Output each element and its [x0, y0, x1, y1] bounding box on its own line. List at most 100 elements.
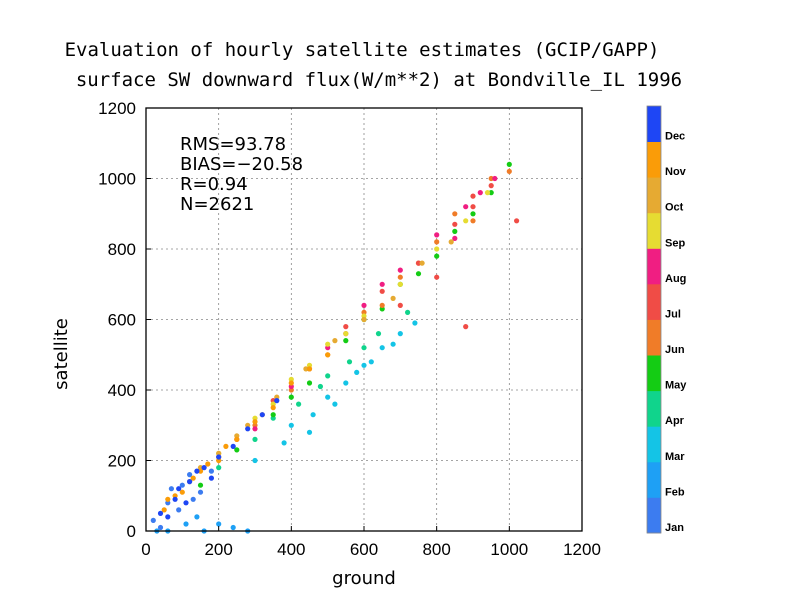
data-point	[488, 190, 494, 196]
data-point	[397, 267, 403, 273]
data-point	[245, 426, 251, 432]
data-point	[390, 341, 396, 347]
data-point	[361, 362, 367, 368]
data-point	[332, 338, 338, 344]
data-point	[205, 461, 211, 467]
data-point	[325, 352, 331, 358]
colorbar-month-label: Sep	[665, 237, 685, 249]
data-point	[343, 331, 349, 337]
data-point	[252, 457, 258, 464]
colorbar-month-label: Nov	[665, 166, 687, 178]
chart-subtitle: surface SW downward flux(W/m**2) at Bond…	[76, 69, 682, 91]
data-point	[317, 383, 323, 390]
colorbar-segment	[647, 355, 661, 392]
data-point	[230, 443, 236, 449]
data-point	[194, 514, 200, 520]
data-point	[306, 429, 313, 435]
data-point	[470, 193, 476, 199]
data-point	[484, 190, 491, 196]
data-point	[397, 331, 403, 337]
stat-r: R=0.94	[180, 174, 248, 195]
data-point	[165, 514, 171, 520]
colorbar-month-label: Jun	[665, 344, 685, 356]
y-tick-label: 600	[108, 311, 136, 330]
colorbar-frame	[646, 105, 662, 534]
x-tick-label: 600	[350, 540, 378, 559]
data-point	[415, 271, 422, 277]
data-point	[259, 412, 265, 418]
data-point	[368, 359, 374, 365]
data-point	[208, 468, 214, 474]
data-point	[325, 373, 331, 379]
data-point	[506, 168, 512, 174]
data-point	[346, 359, 353, 365]
data-point	[397, 274, 403, 280]
data-point	[325, 394, 331, 400]
data-point	[332, 401, 338, 407]
data-point	[343, 338, 349, 344]
data-point	[270, 412, 276, 418]
data-point	[492, 175, 498, 182]
data-point	[288, 376, 294, 382]
data-point	[176, 486, 182, 492]
colorbar-month-label: Feb	[665, 486, 685, 498]
data-point	[172, 496, 178, 502]
x-tick-label: 1200	[563, 540, 601, 559]
data-point	[361, 316, 367, 323]
data-point	[434, 253, 440, 259]
data-point	[434, 239, 440, 245]
data-point	[463, 204, 469, 210]
data-point	[434, 232, 440, 238]
colorbar-segment	[647, 426, 661, 463]
data-point	[419, 260, 425, 266]
data-point	[165, 496, 171, 502]
data-point	[343, 324, 349, 330]
data-point	[190, 496, 196, 502]
chart-title: Evaluation of hourly satellite estimates…	[65, 39, 660, 61]
data-point	[216, 454, 222, 460]
data-point	[397, 302, 403, 308]
stat-n: N=2621	[180, 194, 254, 215]
data-point	[325, 341, 331, 347]
colorbar-segment	[647, 177, 661, 214]
data-point	[379, 302, 385, 308]
data-point	[463, 218, 469, 224]
data-point	[288, 380, 294, 386]
data-point	[514, 218, 520, 224]
data-point	[274, 398, 280, 404]
data-point	[375, 331, 382, 337]
data-point	[179, 482, 185, 488]
stat-bias: BIAS=−20.58	[180, 154, 303, 175]
colorbar-segment	[647, 283, 661, 320]
data-point	[230, 524, 236, 531]
data-point	[208, 475, 214, 481]
data-point	[470, 211, 476, 217]
y-tick-label: 0	[127, 522, 136, 541]
data-point	[390, 295, 396, 301]
y-tick-label: 1000	[98, 170, 136, 189]
colorbar-segment	[647, 106, 661, 142]
data-point	[397, 281, 403, 287]
data-point	[252, 436, 258, 442]
data-point	[288, 394, 294, 400]
data-point	[157, 524, 164, 531]
stats-box: RMS=93.78 BIAS=−20.58 R=0.94 N=2621	[180, 134, 303, 215]
data-point	[223, 443, 229, 449]
data-point	[288, 422, 294, 428]
data-point	[405, 309, 411, 315]
data-point	[379, 288, 385, 294]
colorbar-segment	[647, 390, 661, 427]
data-point	[470, 204, 476, 210]
data-point	[379, 345, 385, 351]
data-point	[187, 472, 193, 478]
data-point	[194, 468, 200, 474]
colorbar-month-label: May	[665, 380, 687, 392]
colorbar-segment	[647, 461, 661, 498]
data-point	[234, 436, 240, 442]
y-tick-label: 800	[108, 240, 136, 259]
data-point	[488, 175, 494, 182]
colorbar-segment	[647, 497, 661, 534]
x-tick-label: 400	[277, 540, 305, 559]
data-point	[216, 465, 222, 471]
data-point	[252, 426, 258, 432]
